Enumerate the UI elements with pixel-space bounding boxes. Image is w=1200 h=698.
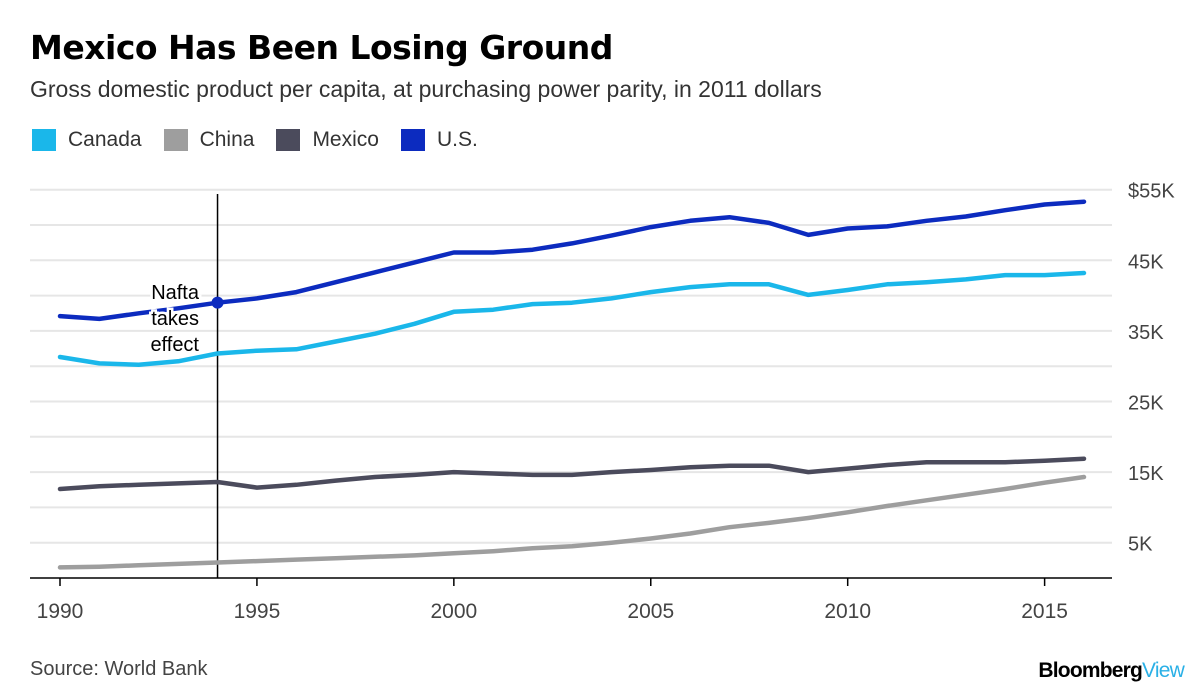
series-line-canada bbox=[57, 270, 1087, 368]
y-tick-label: 25K bbox=[1128, 393, 1164, 415]
legend-item: U.S. bbox=[400, 128, 478, 152]
annotation-label: Nafta bbox=[151, 282, 200, 304]
series-line-us bbox=[57, 199, 1087, 322]
legend-label: Canada bbox=[68, 128, 142, 151]
legend-item: China bbox=[163, 128, 255, 152]
brand-logo-part2: View bbox=[1142, 659, 1185, 682]
legend: Canada China Mexico U.S. bbox=[32, 128, 500, 152]
source-note: Source: World Bank bbox=[30, 658, 208, 680]
annotation-label: takes bbox=[151, 308, 199, 330]
x-tick-label: 2000 bbox=[430, 600, 477, 623]
x-tick-label: 2010 bbox=[824, 600, 871, 623]
annotation-marker bbox=[211, 296, 224, 309]
chart-title: Mexico Has Been Losing Ground bbox=[30, 28, 613, 67]
legend-swatch bbox=[32, 129, 56, 151]
legend-swatch bbox=[276, 129, 301, 151]
y-tick-label: 15K bbox=[1128, 463, 1164, 485]
chart-subtitle: Gross domestic product per capita, at pu… bbox=[30, 76, 822, 102]
legend-swatch bbox=[163, 129, 188, 151]
x-tick-label: 1995 bbox=[234, 600, 281, 623]
y-tick-label: 5K bbox=[1128, 534, 1153, 556]
y-tick-label: 45K bbox=[1128, 251, 1164, 273]
legend-item: Mexico bbox=[276, 128, 379, 152]
brand-logo-part1: Bloomberg bbox=[1038, 659, 1143, 682]
annotation-label: effect bbox=[150, 334, 199, 356]
legend-label: China bbox=[199, 128, 255, 151]
x-tick-label: 2015 bbox=[1021, 600, 1068, 623]
brand-logo: BloombergView bbox=[1038, 659, 1184, 683]
y-tick-label: $55K bbox=[1128, 181, 1175, 203]
series-line-china bbox=[57, 474, 1087, 570]
legend-swatch bbox=[400, 129, 425, 151]
legend-item: Canada bbox=[32, 128, 142, 152]
x-tick-label: 1990 bbox=[37, 600, 84, 623]
x-tick-label: 2005 bbox=[627, 600, 674, 623]
legend-label: Mexico bbox=[312, 128, 379, 151]
legend-label: U.S. bbox=[436, 128, 478, 151]
y-tick-label: 35K bbox=[1128, 322, 1164, 344]
series-line-mexico bbox=[57, 456, 1087, 492]
